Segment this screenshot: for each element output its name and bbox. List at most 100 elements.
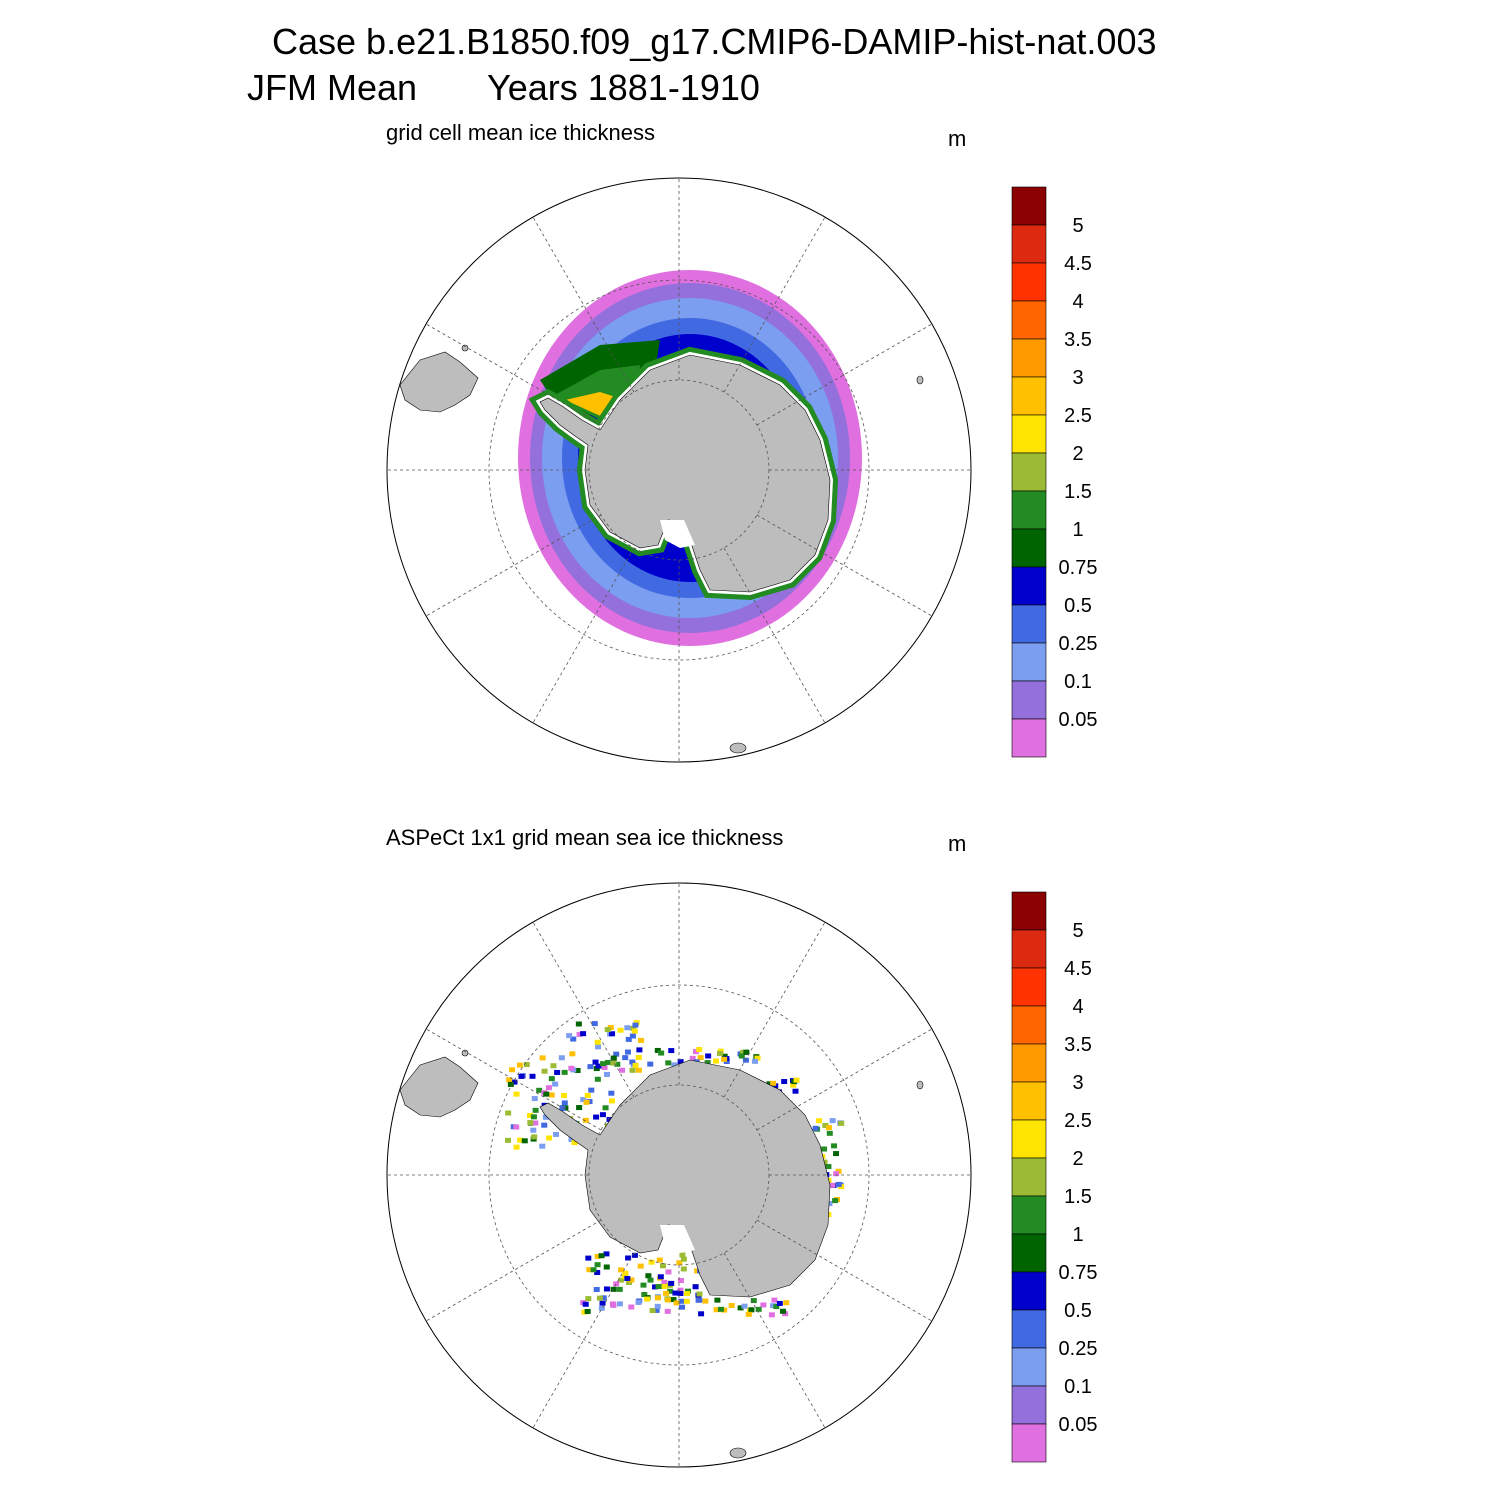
ice-cell (741, 1303, 748, 1309)
ice-cell (531, 1096, 538, 1102)
colorbar-label: 1 (1072, 519, 1083, 541)
colorbar-label: 0.1 (1064, 1376, 1092, 1398)
longitude-line (532, 547, 635, 724)
ice-cell (829, 1182, 836, 1188)
ice-cell (513, 1124, 520, 1130)
map-panel: grid cell mean ice thickness m 5 4.5 4 3.5 3 2.… (386, 120, 1098, 763)
colorbar-label: 1 (1072, 1224, 1083, 1246)
ice-cell (826, 1201, 833, 1207)
colorbar-label: 2.5 (1064, 405, 1092, 427)
ice-cell (678, 1298, 685, 1304)
ice-cell (575, 1021, 582, 1027)
ice-cell (601, 1064, 608, 1070)
map-border (386, 177, 972, 763)
ice-cell (526, 1113, 533, 1119)
ice-cell (632, 1022, 639, 1028)
colorbar-box (1011, 967, 1047, 1007)
ice-cell (530, 1114, 537, 1120)
ice-cell (576, 1105, 583, 1111)
colorbar-label: 0.1 (1064, 671, 1092, 693)
ice-cell (628, 1304, 635, 1310)
ice-cell (532, 1107, 539, 1113)
colorbar-box (1011, 718, 1047, 758)
ice-cell (580, 1031, 587, 1037)
ice-cell (613, 1051, 620, 1057)
ice-cell (721, 1056, 728, 1062)
ice-cell (505, 1137, 512, 1143)
ice-cell (648, 1259, 655, 1265)
ice-cell (595, 1044, 602, 1050)
ice-cell (516, 1062, 523, 1068)
colorbar-box (1011, 224, 1047, 264)
ice-cell (743, 1049, 750, 1055)
island (461, 1049, 469, 1057)
ice-cell (640, 1282, 647, 1288)
ice-cell (609, 1098, 616, 1104)
colorbar-label: 3.5 (1064, 329, 1092, 351)
subtitle-right: Years 1881-1910 (487, 67, 760, 108)
ice-cell (684, 1291, 691, 1297)
ice-cell (561, 1100, 568, 1106)
ice-cell (613, 1281, 620, 1287)
island (461, 344, 469, 352)
ice-cell (625, 1255, 632, 1261)
ice-cell (772, 1083, 779, 1089)
ice-cell (603, 1251, 610, 1257)
ice-cell (590, 1267, 597, 1273)
panels: grid cell mean ice thickness m 5 4.5 4 3.5 3 2.… (386, 120, 1098, 1468)
ice-cell (680, 1266, 687, 1272)
longitude-line (723, 216, 826, 393)
ice-cell (619, 1067, 626, 1073)
colorbar-box (1011, 1347, 1047, 1387)
island (729, 742, 747, 754)
ice-cell (663, 1290, 670, 1296)
ice-cell (594, 1262, 601, 1268)
ice-cell (790, 1082, 797, 1088)
ice-cell (679, 1252, 686, 1258)
ice-cell (644, 1296, 651, 1302)
ice-cell (506, 1077, 513, 1083)
ice-cell (598, 1253, 605, 1259)
colorbar-label: 0.75 (1059, 557, 1098, 579)
ice-cell (679, 1304, 686, 1310)
ice-cell (626, 1279, 633, 1285)
ice-cell (631, 1252, 638, 1258)
ice-cell (665, 1269, 672, 1275)
ice-cell (523, 1062, 530, 1068)
ice-cell (587, 1064, 594, 1070)
colorbar-box (1011, 186, 1047, 226)
ice-cell (624, 1275, 631, 1281)
colorbar-box (1011, 1119, 1047, 1159)
colorbar-label: 3.5 (1064, 1034, 1092, 1056)
ross-shelf (660, 520, 695, 548)
ice-cell (532, 1120, 539, 1126)
subtitle-left: JFM Mean (247, 67, 417, 108)
ice-cell (543, 1091, 550, 1097)
colorbar-box (1011, 929, 1047, 969)
ice-cell (554, 1069, 561, 1075)
ice-cell (832, 1198, 839, 1204)
ice-cell (583, 1099, 590, 1105)
ice-cell (536, 1087, 543, 1093)
ice-cell (683, 1298, 690, 1304)
longitude-line (756, 1028, 933, 1131)
ice-cell (781, 1079, 788, 1085)
ice-cell (585, 1255, 592, 1261)
ice-cell (649, 1308, 656, 1314)
ice-cell (728, 1302, 735, 1308)
ice-cell (604, 1027, 611, 1033)
ice-cell (771, 1297, 778, 1303)
ice-cell (652, 1284, 659, 1290)
ice-cell (539, 1143, 546, 1149)
ice-cell (661, 1279, 668, 1285)
ice-cell (592, 1059, 599, 1065)
ice-cell (517, 1137, 524, 1143)
ice-cell (654, 1303, 661, 1309)
ice-cell (593, 1287, 600, 1293)
ice-cell (568, 1065, 575, 1071)
ice-cell (518, 1073, 525, 1079)
title: Case b.e21.B1850.f09_g17.CMIP6-DAMIP-his… (272, 21, 1157, 62)
ice-cell (835, 1181, 842, 1187)
colorbar-box (1011, 414, 1047, 454)
ice-cell (584, 1093, 591, 1099)
